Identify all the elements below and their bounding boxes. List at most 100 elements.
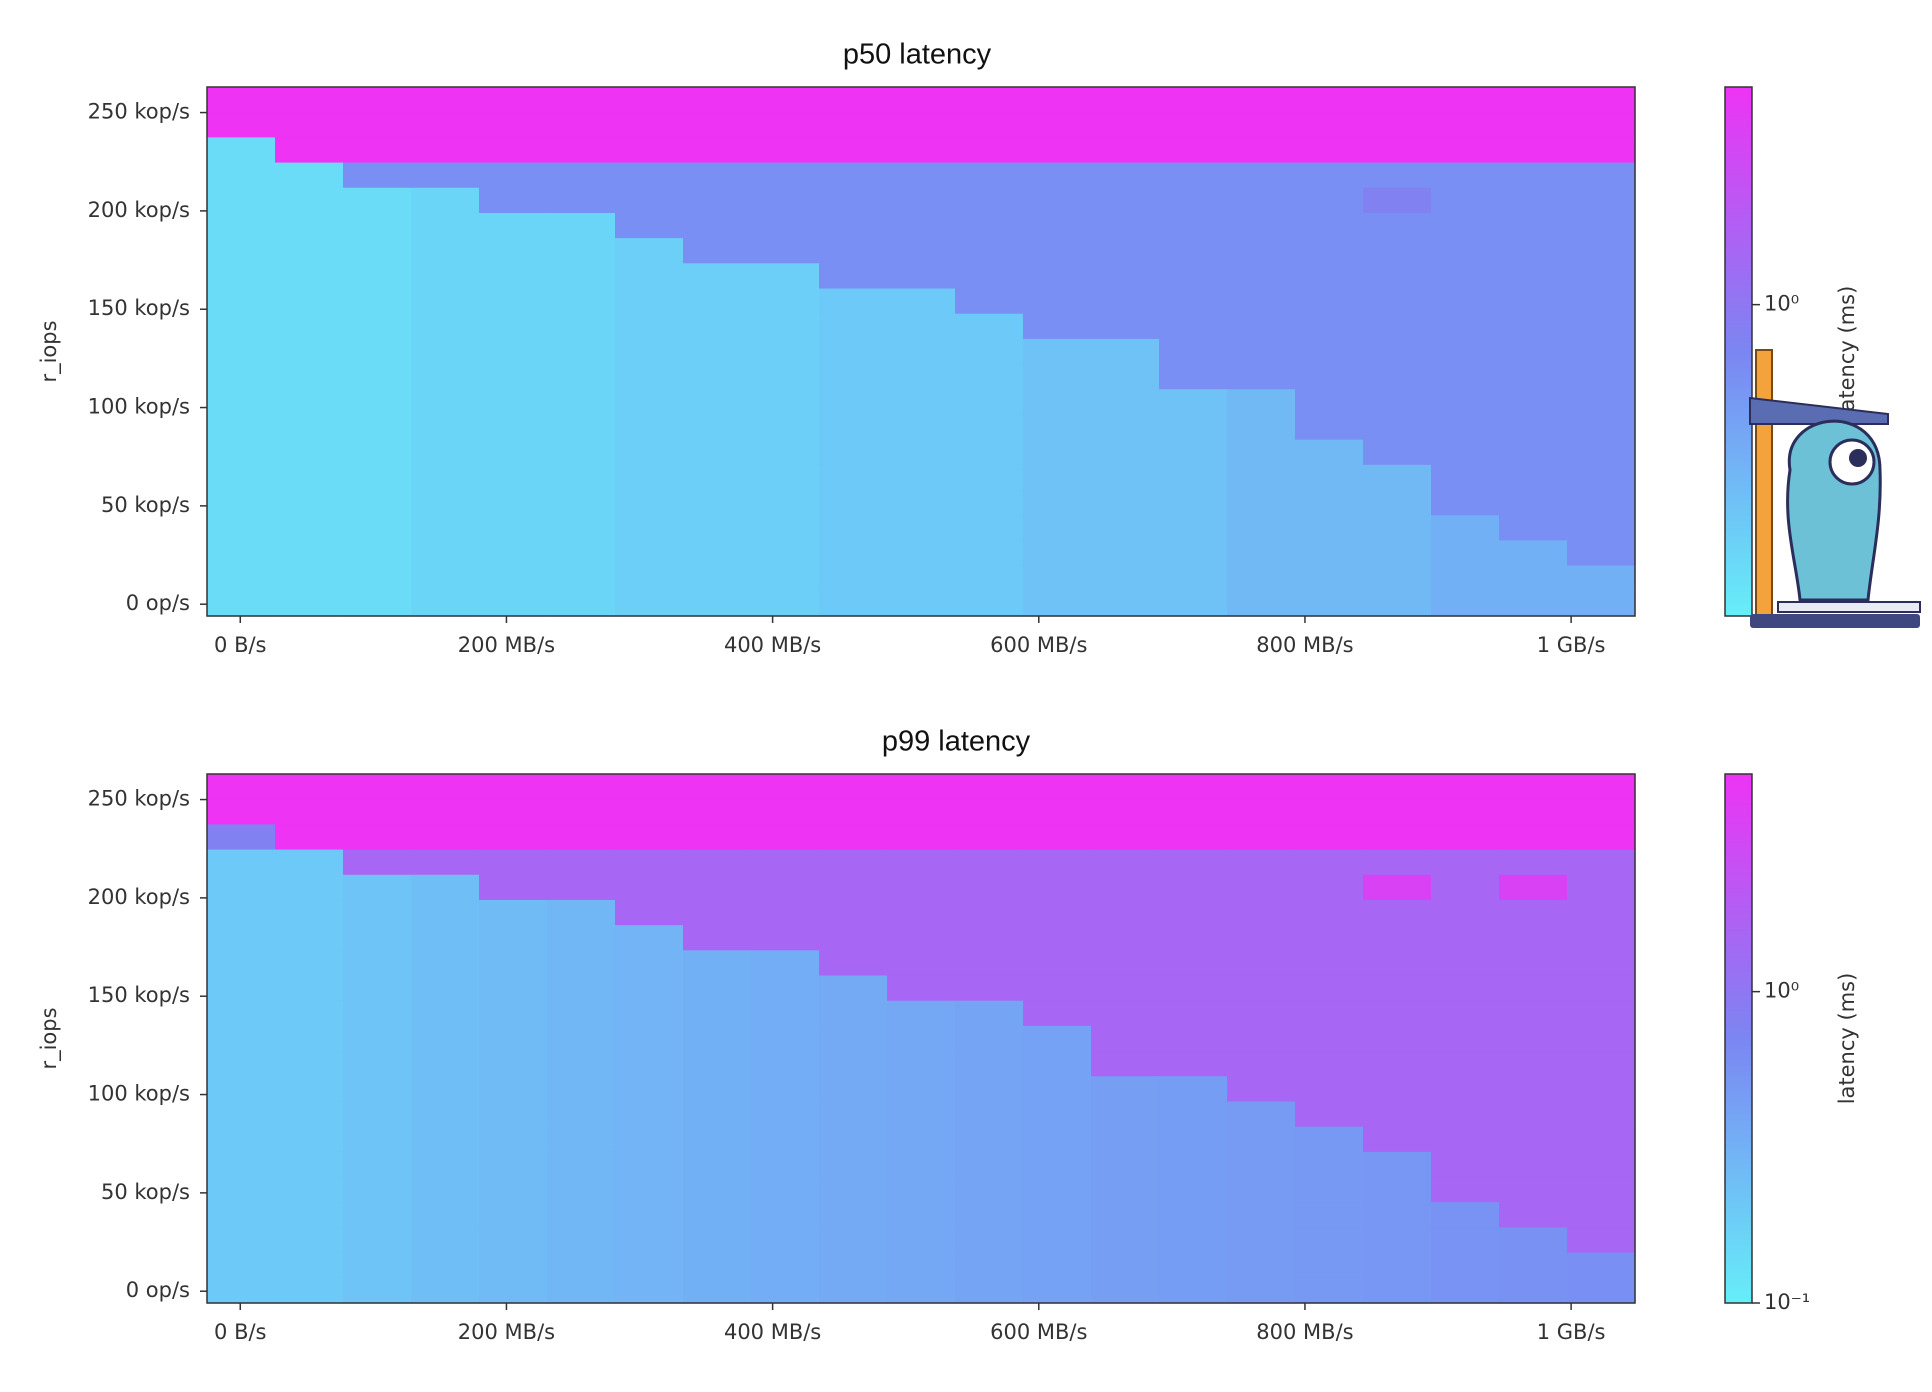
heatmap-cell bbox=[547, 565, 616, 592]
heatmap-cell bbox=[1295, 137, 1364, 164]
heatmap-cell bbox=[1567, 313, 1636, 340]
heatmap-cell bbox=[1159, 774, 1228, 800]
heatmap-cell bbox=[1227, 849, 1296, 876]
heatmap-cell bbox=[1431, 1227, 1500, 1254]
heatmap-cell bbox=[411, 515, 480, 542]
heatmap-cell bbox=[343, 212, 412, 239]
heatmap-cell bbox=[1499, 1202, 1568, 1229]
heatmap-cell bbox=[1295, 212, 1364, 239]
heatmap-cell bbox=[275, 774, 344, 800]
heatmap-cell bbox=[275, 187, 344, 214]
heatmap-cell bbox=[955, 288, 1024, 315]
heatmap-cell bbox=[1159, 590, 1228, 617]
heatmap-cell bbox=[819, 1000, 888, 1027]
heatmap-cell bbox=[547, 1051, 616, 1077]
colorbar-tick-label: 10⁰ bbox=[1764, 979, 1799, 1003]
heatmap-cell bbox=[1499, 464, 1568, 491]
heatmap-cell bbox=[683, 1025, 752, 1052]
heatmap-cell bbox=[1363, 490, 1432, 516]
heatmap-cell bbox=[547, 187, 616, 214]
heatmap-cell bbox=[1499, 1101, 1568, 1128]
heatmap-cell bbox=[547, 238, 616, 264]
heatmap-cell bbox=[819, 414, 888, 441]
heatmap-cell bbox=[887, 288, 956, 315]
heatmap-cell bbox=[1295, 1126, 1364, 1153]
heatmap-cell bbox=[411, 238, 480, 264]
heatmap-cell bbox=[1295, 464, 1364, 491]
heatmap-cell bbox=[1295, 1227, 1364, 1254]
heatmap-cell bbox=[819, 313, 888, 340]
heatmap-cell bbox=[751, 187, 820, 214]
heatmap-cell bbox=[1431, 414, 1500, 441]
heatmap-cell bbox=[275, 799, 344, 825]
heatmap-cell bbox=[207, 212, 276, 239]
y-tick-label: 150 kop/s bbox=[88, 983, 190, 1007]
heatmap-cell bbox=[1091, 212, 1160, 239]
heatmap-cell bbox=[547, 1076, 616, 1103]
heatmap-cell bbox=[275, 263, 344, 290]
x-tick-label: 800 MB/s bbox=[1256, 1320, 1353, 1344]
heatmap-cell bbox=[1227, 414, 1296, 441]
heatmap-cell bbox=[683, 389, 752, 416]
heatmap-cell bbox=[751, 824, 820, 851]
heatmap-cell bbox=[1363, 187, 1432, 214]
heatmap-cell bbox=[411, 1227, 480, 1254]
heatmap-cell bbox=[207, 1025, 276, 1052]
heatmap-cell bbox=[1227, 799, 1296, 825]
heatmap-cell bbox=[275, 975, 344, 1002]
heatmap-cell bbox=[1091, 263, 1160, 290]
heatmap-cell bbox=[411, 212, 480, 239]
heatmap-cell bbox=[411, 364, 480, 390]
heatmap-cell bbox=[1023, 1227, 1092, 1254]
heatmap-cell bbox=[1295, 1076, 1364, 1103]
heatmap-cell bbox=[1567, 799, 1636, 825]
heatmap-cell bbox=[547, 774, 616, 800]
heatmap-cell bbox=[1363, 288, 1432, 315]
heatmap-cell bbox=[1567, 824, 1636, 851]
heatmap-cell bbox=[1567, 975, 1636, 1002]
heatmap-cell bbox=[887, 799, 956, 825]
heatmap-cell bbox=[1431, 799, 1500, 825]
heatmap-cell bbox=[1567, 590, 1636, 617]
heatmap-cell bbox=[819, 925, 888, 951]
heatmap-cell bbox=[683, 515, 752, 542]
heatmap-cell bbox=[547, 1126, 616, 1153]
heatmap-cell bbox=[547, 1227, 616, 1254]
heatmap-cell bbox=[411, 1000, 480, 1027]
heatmap-cell bbox=[1499, 87, 1568, 113]
heatmap-cell bbox=[1567, 1177, 1636, 1203]
heatmap-cell bbox=[1023, 874, 1092, 901]
heatmap-cell bbox=[1023, 263, 1092, 290]
heatmap-cell bbox=[207, 1227, 276, 1254]
heatmap-cell bbox=[1431, 1252, 1500, 1279]
heatmap-cell bbox=[1159, 1151, 1228, 1178]
heatmap-cell bbox=[411, 849, 480, 876]
heatmap-cell bbox=[819, 338, 888, 365]
heatmap-cell bbox=[1023, 187, 1092, 214]
heatmap-cell bbox=[1363, 162, 1432, 189]
heatmap-cell bbox=[275, 925, 344, 951]
heatmap-cell bbox=[887, 774, 956, 800]
heatmap-cell bbox=[955, 439, 1024, 466]
heatmap-cell bbox=[1091, 288, 1160, 315]
heatmap-cell bbox=[1567, 112, 1636, 138]
heatmap-cell bbox=[955, 1252, 1024, 1279]
heatmap-cell bbox=[819, 899, 888, 926]
heatmap-cell bbox=[343, 874, 412, 901]
heatmap-cell bbox=[1499, 263, 1568, 290]
heatmap-cell bbox=[615, 238, 684, 264]
heatmap-cell bbox=[819, 874, 888, 901]
heatmap-cell bbox=[411, 1177, 480, 1203]
heatmap-cell bbox=[683, 1151, 752, 1178]
heatmap-cell bbox=[1227, 950, 1296, 977]
heatmap-cell bbox=[1227, 464, 1296, 491]
heatmap-cell bbox=[615, 263, 684, 290]
heatmap-cell bbox=[1159, 137, 1228, 164]
heatmap-cell bbox=[887, 112, 956, 138]
heatmap-cell bbox=[1023, 899, 1092, 926]
heatmap-cell bbox=[207, 439, 276, 466]
heatmap-cell bbox=[615, 824, 684, 851]
heatmap-cell bbox=[411, 1126, 480, 1153]
heatmap-cell bbox=[547, 849, 616, 876]
heatmap-cell bbox=[887, 824, 956, 851]
